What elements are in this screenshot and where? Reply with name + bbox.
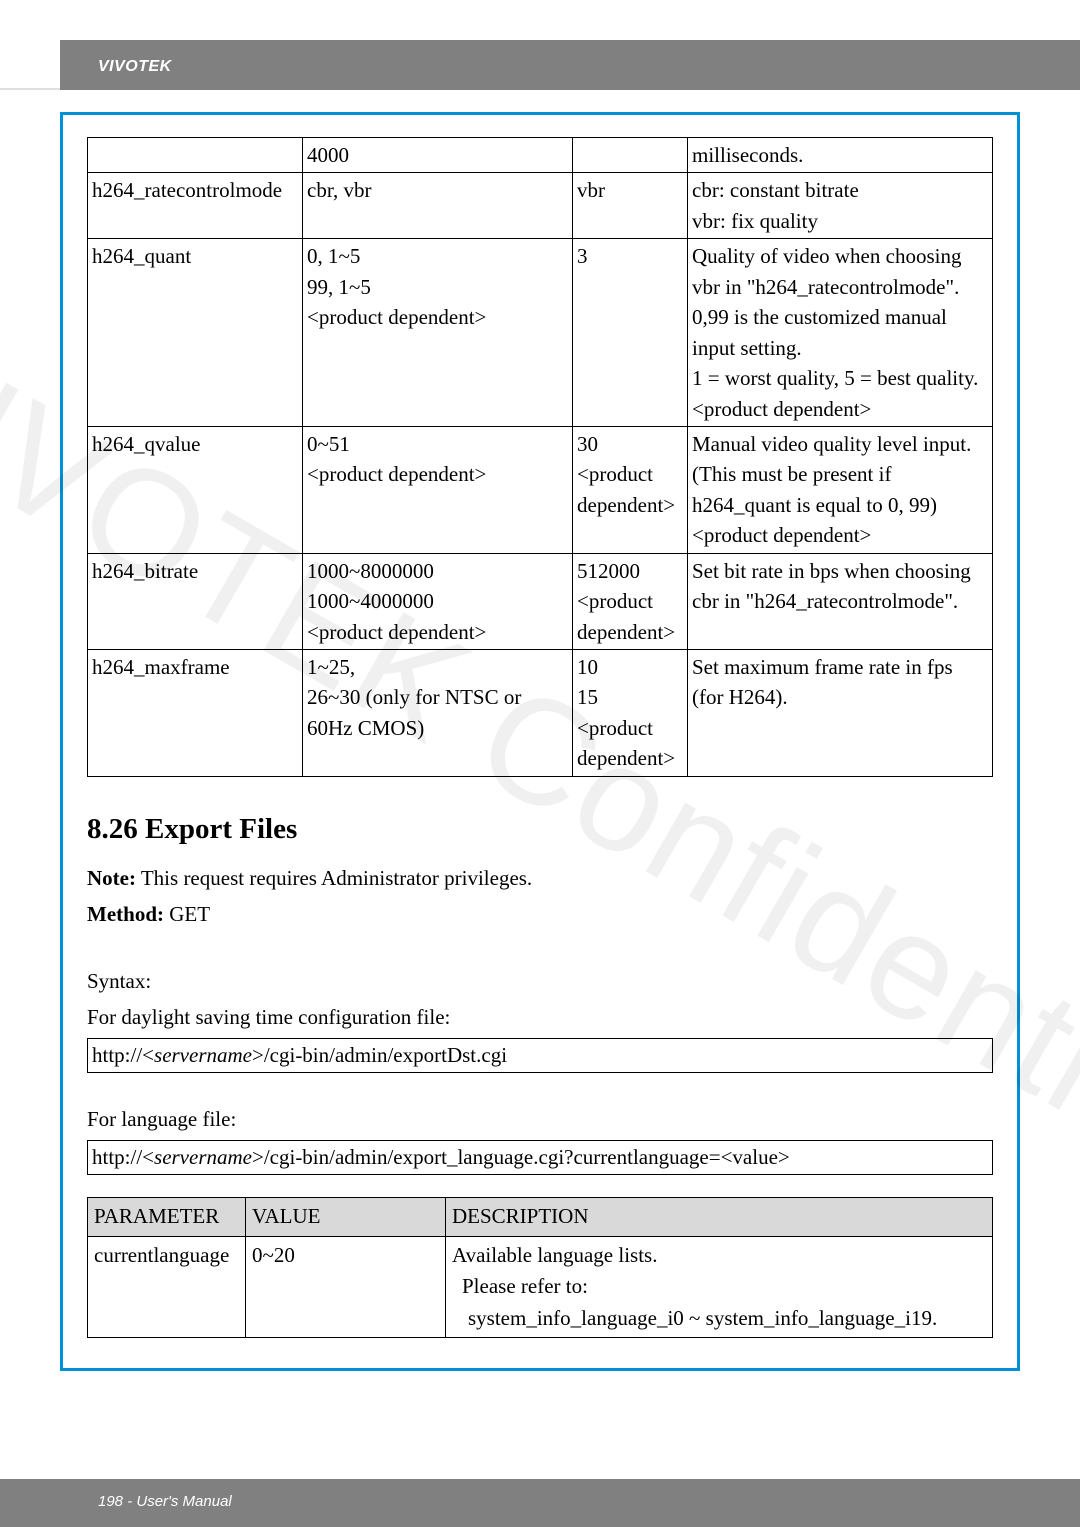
table-row: currentlanguage 0~20 Available language … bbox=[88, 1236, 993, 1338]
col-value: VALUE bbox=[246, 1198, 446, 1237]
desc-line3: system_info_language_i0 ~ system_info_la… bbox=[452, 1303, 986, 1335]
table-header-row: PARAMETER VALUE DESCRIPTION bbox=[88, 1198, 993, 1237]
cell-value: 0~20 bbox=[246, 1236, 446, 1338]
note-text: This request requires Administrator priv… bbox=[136, 866, 532, 890]
cell-desc: cbr: constant bitrate vbr: fix quality bbox=[688, 173, 993, 239]
cell-desc: Quality of video when choosing vbr in "h… bbox=[688, 239, 993, 427]
content-inner: 4000 milliseconds. h264_ratecontrolmode … bbox=[63, 115, 1017, 1368]
desc-line1: Available language lists. bbox=[452, 1243, 657, 1267]
cell-value: 4000 bbox=[303, 138, 573, 173]
cell-desc: Manual video quality level input. (This … bbox=[688, 426, 993, 553]
note-label: Note: bbox=[87, 866, 136, 890]
cell-default: 512000 <product dependent> bbox=[573, 553, 688, 649]
dst-intro: For daylight saving time configuration f… bbox=[87, 1001, 993, 1034]
lang-url-box: http://<servername>/cgi-bin/admin/export… bbox=[87, 1140, 993, 1175]
footer-text: 198 - User's Manual bbox=[98, 1493, 232, 1510]
url-pre: http://< bbox=[92, 1043, 154, 1067]
cell-default: 30 <product dependent> bbox=[573, 426, 688, 553]
parameter-table-2: PARAMETER VALUE DESCRIPTION currentlangu… bbox=[87, 1197, 993, 1338]
cell-value: 0~51 <product dependent> bbox=[303, 426, 573, 553]
cell-value: 1000~8000000 1000~4000000 <product depen… bbox=[303, 553, 573, 649]
method-value: GET bbox=[164, 902, 210, 926]
lang-intro: For language file: bbox=[87, 1103, 993, 1136]
cell-name: h264_qvalue bbox=[88, 426, 303, 553]
cell-parameter: currentlanguage bbox=[88, 1236, 246, 1338]
cell-default: vbr bbox=[573, 173, 688, 239]
syntax-label: Syntax: bbox=[87, 965, 993, 998]
section-heading: 8.26 Export Files bbox=[87, 813, 993, 846]
col-parameter: PARAMETER bbox=[88, 1198, 246, 1237]
url-post: >/cgi-bin/admin/export_language.cgi?curr… bbox=[252, 1145, 790, 1169]
table-row: h264_quant 0, 1~5 99, 1~5 <product depen… bbox=[88, 239, 993, 427]
cell-value: cbr, vbr bbox=[303, 173, 573, 239]
cell-name: h264_bitrate bbox=[88, 553, 303, 649]
header-strip bbox=[60, 40, 1080, 90]
brand-text: VIVOTEK bbox=[98, 58, 172, 76]
cell-value: 0, 1~5 99, 1~5 <product dependent> bbox=[303, 239, 573, 427]
dst-url-box: http://<servername>/cgi-bin/admin/export… bbox=[87, 1038, 993, 1073]
page-footer: 198 - User's Manual bbox=[0, 1479, 1080, 1527]
cell-desc: Set maximum frame rate in fps (for H264)… bbox=[688, 650, 993, 777]
table-row: h264_qvalue 0~51 <product dependent> 30 … bbox=[88, 426, 993, 553]
page: VIVOTEK VIVOTEK Confidential 4000 millis… bbox=[0, 0, 1080, 1527]
cell-name: h264_ratecontrolmode bbox=[88, 173, 303, 239]
note-line: Note: This request requires Administrato… bbox=[87, 862, 993, 895]
cell-desc: milliseconds. bbox=[688, 138, 993, 173]
desc-line2: Please refer to: bbox=[452, 1271, 986, 1303]
cell-name: h264_quant bbox=[88, 239, 303, 427]
page-header: VIVOTEK bbox=[0, 0, 1080, 90]
method-label: Method: bbox=[87, 902, 164, 926]
parameter-table-1: 4000 milliseconds. h264_ratecontrolmode … bbox=[87, 137, 993, 777]
method-line: Method: GET bbox=[87, 898, 993, 931]
cell-value: 1~25, 26~30 (only for NTSC or 60Hz CMOS) bbox=[303, 650, 573, 777]
table-row: h264_ratecontrolmode cbr, vbr vbr cbr: c… bbox=[88, 173, 993, 239]
cell-name bbox=[88, 138, 303, 173]
url-servername: servername bbox=[154, 1043, 252, 1067]
url-post: >/cgi-bin/admin/exportDst.cgi bbox=[252, 1043, 507, 1067]
cell-default bbox=[573, 138, 688, 173]
col-description: DESCRIPTION bbox=[446, 1198, 993, 1237]
url-pre: http://< bbox=[92, 1145, 154, 1169]
table-row: h264_bitrate 1000~8000000 1000~4000000 <… bbox=[88, 553, 993, 649]
cell-desc: Set bit rate in bps when choosing cbr in… bbox=[688, 553, 993, 649]
cell-default: 10 15 <product dependent> bbox=[573, 650, 688, 777]
table-row: h264_maxframe 1~25, 26~30 (only for NTSC… bbox=[88, 650, 993, 777]
table-row: 4000 milliseconds. bbox=[88, 138, 993, 173]
content-frame: VIVOTEK Confidential 4000 milliseconds. … bbox=[60, 112, 1020, 1371]
url-servername: servername bbox=[154, 1145, 252, 1169]
cell-default: 3 bbox=[573, 239, 688, 427]
cell-description: Available language lists. Please refer t… bbox=[446, 1236, 993, 1338]
cell-name: h264_maxframe bbox=[88, 650, 303, 777]
